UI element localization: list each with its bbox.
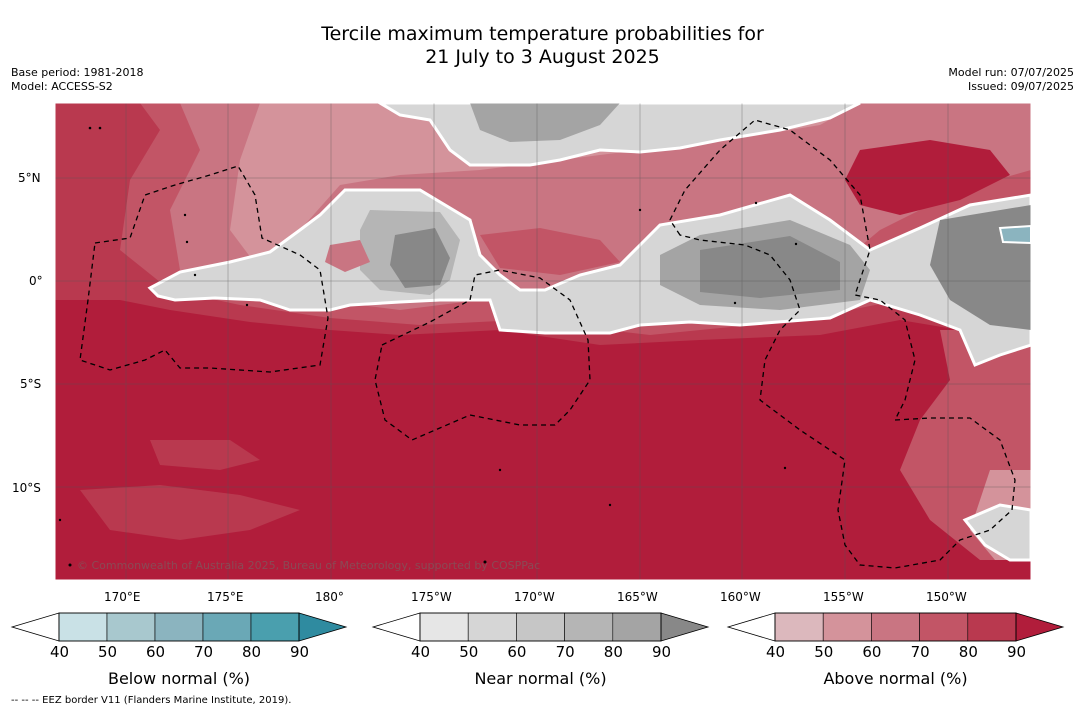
colorbar-near-tick: 40 [411,643,431,661]
map-field [55,103,1031,580]
colorbar-above-cell [919,612,969,642]
colorbar-title-above: Above normal (%) [823,669,968,688]
near-normal-darkest-center [390,228,450,288]
meta-left: Base period: 1981-2018 Model: ACCESS-S2 [11,66,143,94]
near-normal-east-darkest [700,236,840,298]
colorbar-title-below: Below normal (%) [107,669,251,688]
lon-label-175w: 175°W [411,590,452,604]
lat-label-10s: 10°S [12,481,41,495]
colorbar-below-cell [58,612,108,642]
lon-label-165w: 165°W [617,590,658,604]
colorbar-below [10,612,348,642]
lat-label-0: 0° [29,274,43,288]
colorbar-above-tick: 50 [814,643,834,661]
colorbar-near-tick: 90 [652,643,672,661]
near-normal-darker-north [470,103,620,142]
lon-label-180: 180° [315,590,344,604]
colorbar-above [726,612,1065,642]
colorbar-near-tick: 50 [459,643,479,661]
colorbar-below-tick: 40 [50,643,70,661]
colorbar-below-tick: 80 [242,643,262,661]
colorbar-near [371,612,710,642]
colorbar-below-cell [154,612,204,642]
above-inside-band [480,228,620,275]
islands [58,126,798,567]
colorbar-near-tick: 60 [507,643,527,661]
lon-label-160w: 160°W [720,590,761,604]
colorbar-near-cell [516,612,565,642]
colorbar-title-near: Near normal (%) [474,669,607,688]
meta-right: Model run: 07/07/2025 Issued: 09/07/2025 [948,66,1074,94]
colorbar-above-tick: 70 [910,643,930,661]
above-inside-band-2 [325,240,370,272]
colorbar-above-cell [822,612,872,642]
lat-label-5s: 5°S [20,377,42,391]
colorbar-below-cell [250,612,300,642]
lat-label-5n: 5°N [18,171,41,185]
below-normal-patch [998,224,1031,245]
colorbar-below-tick: 60 [146,643,166,661]
colorbar-near-tick: 70 [555,643,575,661]
near-normal-southeast [962,503,1031,562]
map-title-line1: Tercile maximum temperature probabilitie… [321,23,764,45]
lon-label-175e: 175°E [207,590,244,604]
colorbar-near-cell [612,612,662,642]
lon-label-170w: 170°W [514,590,555,604]
colorbar-near-cell [419,612,469,642]
colorbar-above-tick: 40 [766,643,786,661]
above-50-north [230,103,860,270]
model-name: Model: ACCESS-S2 [11,80,113,93]
model-run: Model run: 07/07/2025 [948,66,1074,79]
above-80-southwest [80,485,300,540]
copyright-notice: © Commonwealth of Australia 2025, Bureau… [77,559,541,572]
above-90-core-north [845,140,1010,215]
lon-label-155w: 155°W [823,590,864,604]
eez-legend-footer: -- -- -- EEZ border V11 (Flanders Marine… [11,695,292,706]
colorbar-near-cell [564,612,614,642]
above-80-south [150,440,260,470]
colorbar-above-cell [774,612,824,642]
lon-label-150w: 150°W [926,590,967,604]
map-frame [54,102,1032,581]
lon-label-170e: 170°E [104,590,141,604]
base-period: Base period: 1981-2018 [11,66,144,79]
colorbar-above-tick: 90 [1007,643,1027,661]
issued-date: Issued: 09/07/2025 [967,80,1074,93]
colorbar-near-tick: 80 [603,643,623,661]
colorbar-below-tick: 90 [290,643,310,661]
colorbar-below-cell [106,612,156,642]
colorbar-below-tick: 50 [98,643,118,661]
colorbar-near-cell [467,612,517,642]
colorbar-above-cell [967,612,1017,642]
eez-borders [79,119,1016,569]
colorbar-below-tick: 70 [194,643,214,661]
colorbar-above-cell [871,612,920,642]
map-title-line2: 21 July to 3 August 2025 [425,46,660,68]
colorbar-above-tick: 60 [862,643,882,661]
colorbar-above-tick: 80 [958,643,978,661]
graticule [55,103,1031,580]
colorbar-below-cell [202,612,252,642]
